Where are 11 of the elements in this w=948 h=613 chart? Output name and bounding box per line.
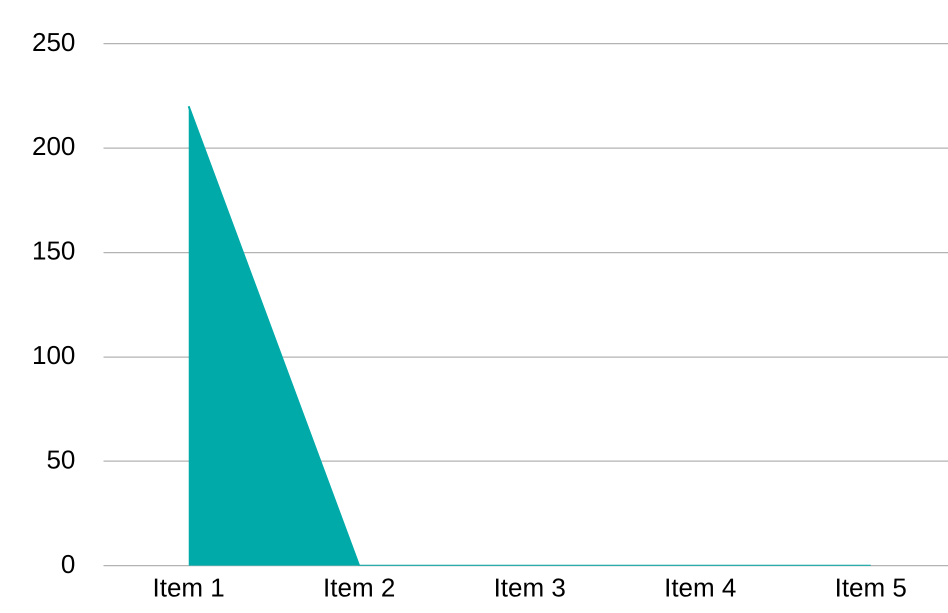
x-tick-label: Item 1 <box>152 572 225 603</box>
x-tick-label: Item 4 <box>664 572 736 603</box>
y-tick-label: 50 <box>46 444 76 475</box>
y-tick-label: 250 <box>32 26 76 57</box>
x-tick-label: Item 3 <box>494 572 566 603</box>
y-tick-label: 200 <box>32 131 76 162</box>
y-tick-label: 150 <box>32 236 76 266</box>
x-tick-label: Item 2 <box>323 572 396 603</box>
x-tick-label: Item 5 <box>834 572 907 603</box>
y-tick-label: 0 <box>60 548 76 579</box>
y-tick-label: 100 <box>32 340 76 370</box>
